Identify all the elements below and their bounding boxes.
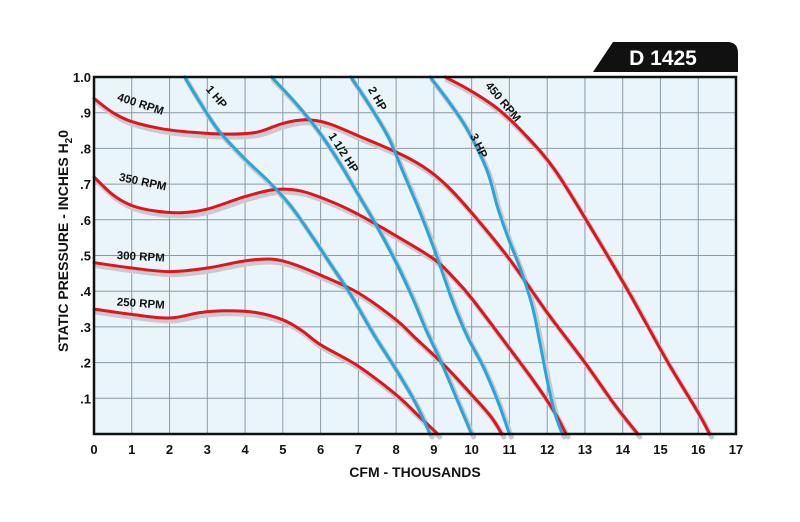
y-tick-label: .7	[80, 177, 91, 192]
y-tick-label: .8	[80, 141, 91, 156]
250-rpm-curve	[92, 307, 440, 436]
x-tick-label: 6	[317, 442, 324, 457]
x-tick-label: 1	[128, 442, 135, 457]
x-tick-label: 7	[355, 442, 362, 457]
y-tick-label: .5	[80, 249, 91, 264]
model-tag-text: D 1425	[629, 47, 697, 70]
x-tick-label: 14	[615, 442, 630, 457]
x-tick-label: 4	[241, 442, 249, 457]
x-tick-label: 3	[204, 442, 211, 457]
y-axis-title-sub: 2	[64, 137, 75, 143]
y-tick-label: .1	[80, 391, 91, 406]
450-rpm-curve	[443, 75, 712, 436]
x-tick-label: 15	[653, 442, 667, 457]
300-rpm-curve	[92, 257, 504, 436]
curves	[92, 75, 712, 436]
3-hp-curve	[428, 75, 564, 436]
x-tick-label: 12	[540, 442, 554, 457]
x-tick-label: 13	[578, 442, 592, 457]
y-tick-label: .9	[80, 106, 91, 121]
1-hp-curve	[183, 75, 432, 436]
y-axis-title-suffix: 0	[55, 130, 71, 138]
y-tick-label: .4	[80, 284, 92, 299]
x-tick-label: 0	[90, 442, 97, 457]
y-tick-labels: .1 .2 .3 .4 .5 .6 .7 .8 .9 1.0	[73, 70, 92, 406]
x-tick-label: 16	[691, 442, 705, 457]
y-tick-label: 1.0	[73, 70, 91, 85]
y-tick-label: .2	[80, 356, 91, 371]
plot-frame	[92, 75, 738, 436]
x-tick-label: 8	[393, 442, 400, 457]
x-tick-label: 5	[279, 442, 286, 457]
1-1-2-hp-curve	[270, 75, 474, 436]
y-tick-label: .3	[80, 320, 91, 335]
x-axis-title: CFM - THOUSANDS	[349, 464, 480, 480]
x-tick-labels: 0 1 2 3 4 5 6 7 8 9 10 11 12 13 14 15 16 17	[90, 442, 743, 457]
x-tick-label: 2	[166, 442, 173, 457]
250-rpm-label: 250 RPM	[116, 297, 165, 312]
350-rpm-curve	[92, 175, 568, 436]
2-hp-curve	[349, 75, 511, 436]
x-tick-label: 11	[503, 442, 517, 457]
300-rpm-label: 300 RPM	[117, 250, 165, 264]
400-rpm-curve	[92, 96, 640, 436]
model-tag: D 1425	[593, 42, 738, 72]
model-tag-shape	[593, 42, 738, 72]
y-axis-title: STATIC PRESSURE - INCHES H20	[55, 130, 75, 352]
y-axis-title-main: STATIC PRESSURE - INCHES H	[55, 143, 71, 352]
y-tick-label: .6	[80, 213, 91, 228]
x-tick-label: 10	[464, 442, 478, 457]
x-tick-label: 17	[729, 442, 743, 457]
x-tick-label: 9	[430, 442, 437, 457]
